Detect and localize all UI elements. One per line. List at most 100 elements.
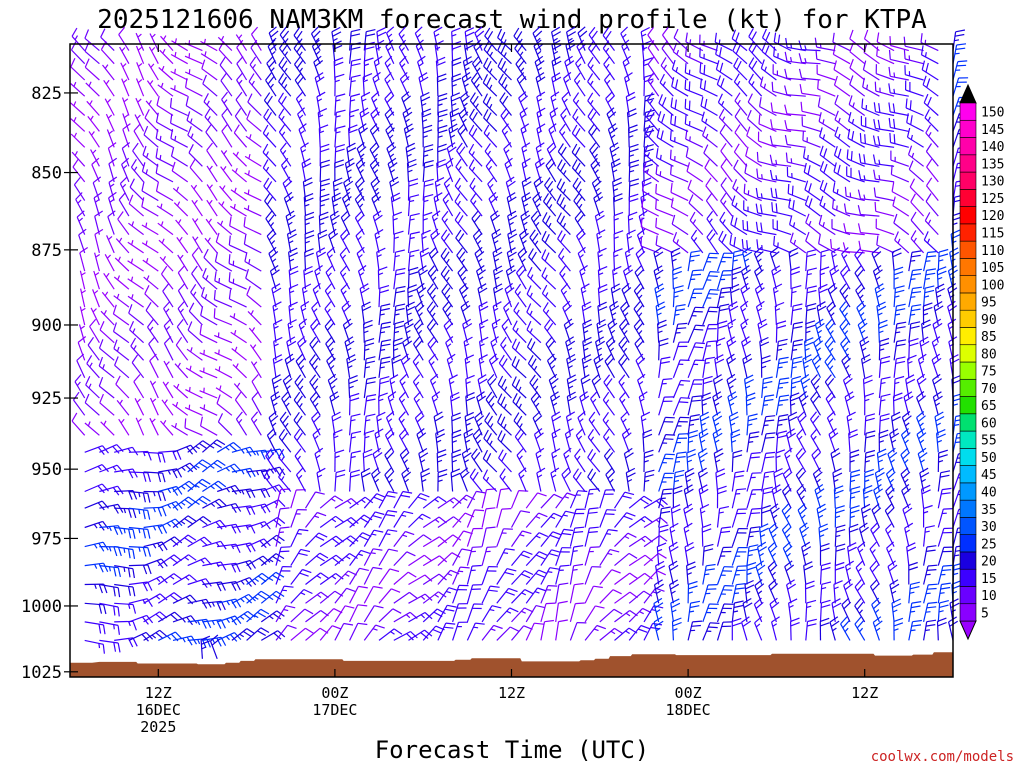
wind-barb — [521, 176, 532, 201]
wind-barb-feather — [246, 628, 256, 635]
wind-barb-staff — [483, 132, 498, 148]
wind-barb-half-feather — [389, 153, 395, 158]
wind-barb-feather — [587, 92, 594, 102]
wind-barb-half-feather — [105, 272, 110, 278]
wind-barb — [446, 142, 457, 167]
wind-barb-feather — [335, 515, 344, 523]
wind-barb — [518, 467, 527, 492]
wind-barb-feather — [108, 157, 118, 165]
wind-barb-staff — [215, 241, 233, 254]
wind-barb-feather — [452, 61, 462, 67]
wind-barb — [161, 265, 174, 290]
wind-barb — [157, 592, 182, 604]
wind-barb-staff — [398, 418, 410, 436]
wind-barb-staff — [99, 583, 119, 589]
wind-barb-staff — [261, 466, 280, 473]
wind-barb-half-feather — [432, 276, 437, 281]
wind-barb-feather — [350, 93, 361, 98]
wind-barb — [349, 604, 368, 623]
wind-barb-feather — [423, 534, 432, 541]
wind-barb-feather — [623, 515, 633, 521]
wind-barb — [187, 126, 203, 148]
wind-barb — [84, 42, 100, 65]
wind-barb — [171, 161, 189, 183]
wind-barb-feather — [73, 391, 80, 401]
wind-barb-feather — [313, 30, 321, 39]
wind-barb-feather — [571, 124, 578, 134]
wind-barb — [233, 124, 248, 148]
wind-barb — [128, 564, 152, 575]
wind-barb — [599, 589, 622, 604]
wind-barb — [231, 577, 257, 587]
wind-barb-half-feather — [236, 382, 241, 388]
wind-barb — [199, 349, 218, 361]
wind-barb-feather — [229, 444, 238, 452]
wind-barb-half-feather — [131, 294, 134, 299]
wind-barb-half-feather — [128, 604, 131, 609]
wind-barb — [324, 301, 336, 326]
wind-barb-half-feather — [208, 199, 213, 205]
wind-barb-staff — [231, 524, 251, 529]
wind-barb — [228, 272, 247, 290]
wind-barb-feather — [388, 548, 399, 552]
wind-barb-staff — [273, 323, 277, 343]
wind-barb-staff — [349, 586, 359, 604]
wind-barb-half-feather — [239, 615, 245, 620]
wind-barb-staff — [74, 381, 86, 399]
wind-barb-feather — [561, 467, 570, 475]
wind-barb-staff — [468, 151, 483, 167]
wind-barb-feather — [452, 534, 462, 541]
wind-barb-half-feather — [318, 114, 324, 118]
wind-barb — [199, 387, 218, 399]
wind-barb-half-feather — [165, 308, 170, 313]
wind-barb-half-feather — [320, 204, 325, 207]
wind-barb — [159, 48, 174, 65]
wind-barb-feather — [246, 285, 251, 296]
wind-barb-feather — [472, 546, 482, 548]
wind-barb-half-feather — [420, 595, 426, 600]
wind-barb-half-feather — [522, 149, 528, 153]
wind-barb-staff — [229, 225, 247, 236]
wind-barb-half-feather — [151, 33, 156, 38]
wind-barb — [384, 467, 395, 492]
wind-barb — [293, 40, 306, 65]
wind-barb-staff — [587, 457, 601, 473]
wind-barb — [268, 26, 279, 51]
wind-barb-feather — [271, 374, 281, 380]
wind-barb-feather — [604, 353, 612, 362]
wind-barb-staff — [250, 418, 262, 436]
wind-barb-half-feather — [503, 386, 508, 392]
wind-barb-feather — [258, 557, 267, 566]
wind-barb — [482, 449, 498, 473]
wind-barb-feather — [500, 44, 506, 54]
wind-barb-feather — [316, 511, 327, 517]
wind-barb-half-feather — [317, 98, 323, 102]
wind-barb-staff — [341, 307, 351, 326]
wind-barb-half-feather — [226, 600, 230, 606]
wind-barb-staff — [204, 237, 218, 254]
wind-barb-staff — [156, 205, 174, 217]
wind-barb — [471, 448, 483, 473]
wind-barb-staff — [466, 491, 477, 509]
wind-barb-feather — [246, 110, 251, 120]
wind-barb-feather — [556, 212, 562, 222]
wind-barb-feather — [245, 469, 252, 478]
wind-barb-half-feather — [564, 79, 570, 84]
wind-barb-half-feather — [486, 132, 491, 137]
wind-barb-half-feather — [299, 67, 303, 73]
wind-barb-feather — [262, 555, 271, 563]
wind-barb-feather — [313, 55, 322, 63]
wind-barb — [297, 336, 307, 361]
wind-barb — [530, 210, 542, 235]
wind-barb-staff — [202, 636, 222, 641]
wind-barb — [378, 321, 392, 343]
wind-barb-half-feather — [589, 99, 594, 105]
wind-barb-staff — [443, 325, 454, 343]
wind-barb-half-feather — [503, 39, 507, 45]
wind-barb-staff — [70, 118, 86, 132]
wind-barb — [107, 210, 116, 235]
wind-barb-feather — [430, 373, 438, 381]
wind-barb-feather — [267, 76, 275, 85]
wind-barb-staff — [440, 255, 454, 272]
wind-barb-feather — [300, 300, 310, 308]
